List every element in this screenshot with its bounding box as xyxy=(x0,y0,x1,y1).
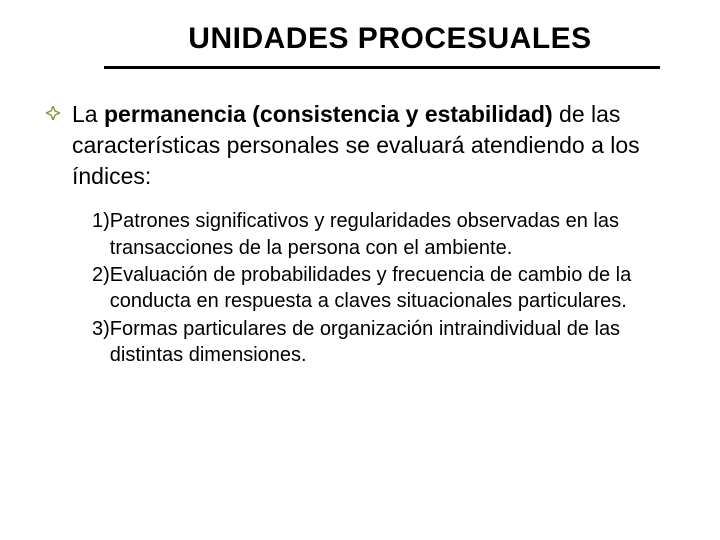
numbered-list: 1) Patrones significativos y regularidad… xyxy=(46,208,662,368)
slide-title: UNIDADES PROCESUALES xyxy=(100,22,680,56)
diamond-icon xyxy=(46,106,60,120)
slide: UNIDADES PROCESUALES La permanencia (con… xyxy=(0,0,720,540)
list-item-number: 3) xyxy=(92,316,110,342)
title-underline xyxy=(104,66,660,69)
slide-body: La permanencia (consistencia y estabilid… xyxy=(40,99,680,368)
list-item: 3) Formas particulares de organización i… xyxy=(92,316,654,369)
list-item: 2) Evaluación de probabilidades y frecue… xyxy=(92,262,654,315)
list-item: 1) Patrones significativos y regularidad… xyxy=(92,208,654,261)
lead-row: La permanencia (consistencia y estabilid… xyxy=(46,99,662,192)
list-item-text: Formas particulares de organización intr… xyxy=(110,316,654,369)
lead-bold: permanencia (consistencia y estabilidad) xyxy=(104,101,553,127)
title-container: UNIDADES PROCESUALES xyxy=(40,22,680,56)
list-item-text: Patrones significativos y regularidades … xyxy=(110,208,654,261)
list-item-number: 1) xyxy=(92,208,110,234)
lead-text: La permanencia (consistencia y estabilid… xyxy=(72,99,662,192)
list-item-text: Evaluación de probabilidades y frecuenci… xyxy=(110,262,654,315)
lead-pre: La xyxy=(72,101,104,127)
list-item-number: 2) xyxy=(92,262,110,288)
